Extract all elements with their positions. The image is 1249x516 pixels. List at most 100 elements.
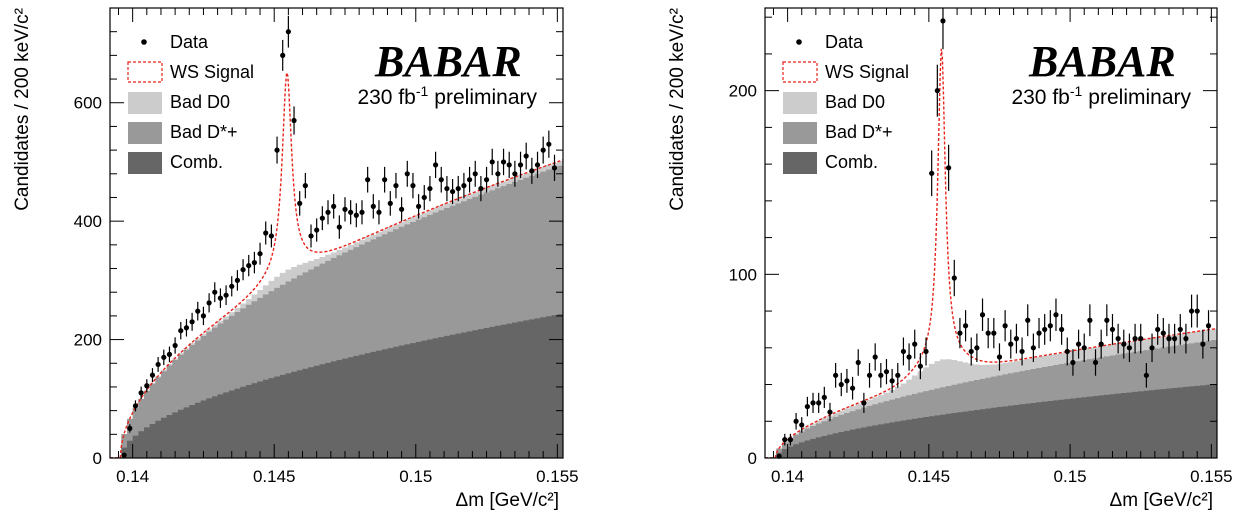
data-point [393,183,399,189]
legend-swatch [128,152,162,174]
data-point [968,348,974,355]
y-tick-label: 100 [729,265,757,284]
data-point [1030,345,1036,351]
y-tick-label: 0 [748,449,757,468]
data-point [302,183,308,189]
data-point [1194,308,1200,314]
babar-logo-text: BABAR [1028,37,1176,86]
data-point [946,165,952,171]
data-point [861,400,867,406]
legend-label: Comb. [825,152,878,172]
data-point [849,385,856,391]
data-point [996,354,1003,360]
data-point [1013,336,1020,342]
data-point [127,425,133,431]
data-point [1042,326,1048,333]
data-point [1008,341,1014,347]
data-point [787,437,794,443]
data-point [529,168,535,174]
data-point [979,312,986,318]
data-point [263,230,269,236]
data-point [929,170,935,176]
data-point [297,200,303,206]
data-point [827,409,833,415]
data-point [1081,345,1087,351]
data-point [246,262,252,269]
data-point [923,348,929,355]
data-point [1025,317,1031,323]
data-point [1092,359,1099,366]
data-point [1059,326,1065,333]
data-point [833,372,839,378]
data-point [365,177,371,183]
legend-label: Bad D*+ [170,122,238,142]
data-point [427,185,433,192]
data-point [325,209,331,215]
data-point [523,153,529,159]
legend-swatch [783,122,817,144]
data-point [331,203,337,209]
data-point [370,203,376,209]
data-point [962,323,969,329]
y-axis-label: Candidates / 200 keV/c² [12,8,33,211]
data-point [455,185,461,192]
legend-data-marker [141,39,147,45]
x-tick-label: 0.14 [771,467,804,486]
data-point [359,209,365,215]
data-point [1053,312,1059,318]
y-tick-label: 600 [74,94,102,113]
data-point [883,369,890,375]
data-point [934,88,940,94]
legend-label: Bad D0 [170,92,230,112]
data-point [1098,341,1104,347]
data-point [132,403,139,409]
data-point [1104,317,1110,323]
data-point [144,383,150,389]
plot-frame [109,7,564,459]
comb-fill [765,384,1217,458]
legend-data-marker [796,39,802,45]
lumi-exponent: -1 [416,83,429,99]
data-point [138,390,144,396]
chart-panel-2: 0.14 0.145 0.15 0.155 0 100 200 Δm [GeV/c²] Cand… [667,7,1233,511]
luminosity-annotation: 230 fb-1 preliminary [357,83,537,109]
babar-logo-text: BABAR [374,37,522,86]
luminosity-annotation: 230 fb-1 preliminary [1011,83,1191,109]
legend-swatch [128,122,162,144]
data-point [472,171,478,177]
data-point [1075,341,1082,347]
data-point [1019,348,1025,355]
data-point [889,378,895,384]
data-point [804,403,810,410]
data-point [1155,326,1161,333]
data-point [155,361,161,368]
data-point [940,18,946,24]
data-point [189,319,195,325]
legend-label: Comb. [170,152,223,172]
data-point [1188,308,1195,314]
lumi-value: 230 fb [357,86,415,109]
data-point [121,452,127,458]
data-point [782,437,788,443]
data-point [399,206,405,212]
legend-signal-swatch [782,61,818,83]
data-point [1160,330,1166,336]
data-point [1070,359,1076,366]
data-point [1064,348,1070,355]
data-point [1143,372,1149,378]
data-point [444,185,450,192]
data-point [1109,326,1116,333]
data-point [387,200,393,206]
data-point [336,224,342,230]
data-point [1177,326,1183,333]
data-point [799,422,805,428]
data-point [314,227,320,233]
plot-frame [764,7,1218,459]
data-point [957,330,963,336]
data-point [1115,336,1121,342]
data-point [534,162,541,168]
data-point [353,212,359,218]
y-tick-label: 0 [93,449,102,468]
data-point [416,203,422,209]
